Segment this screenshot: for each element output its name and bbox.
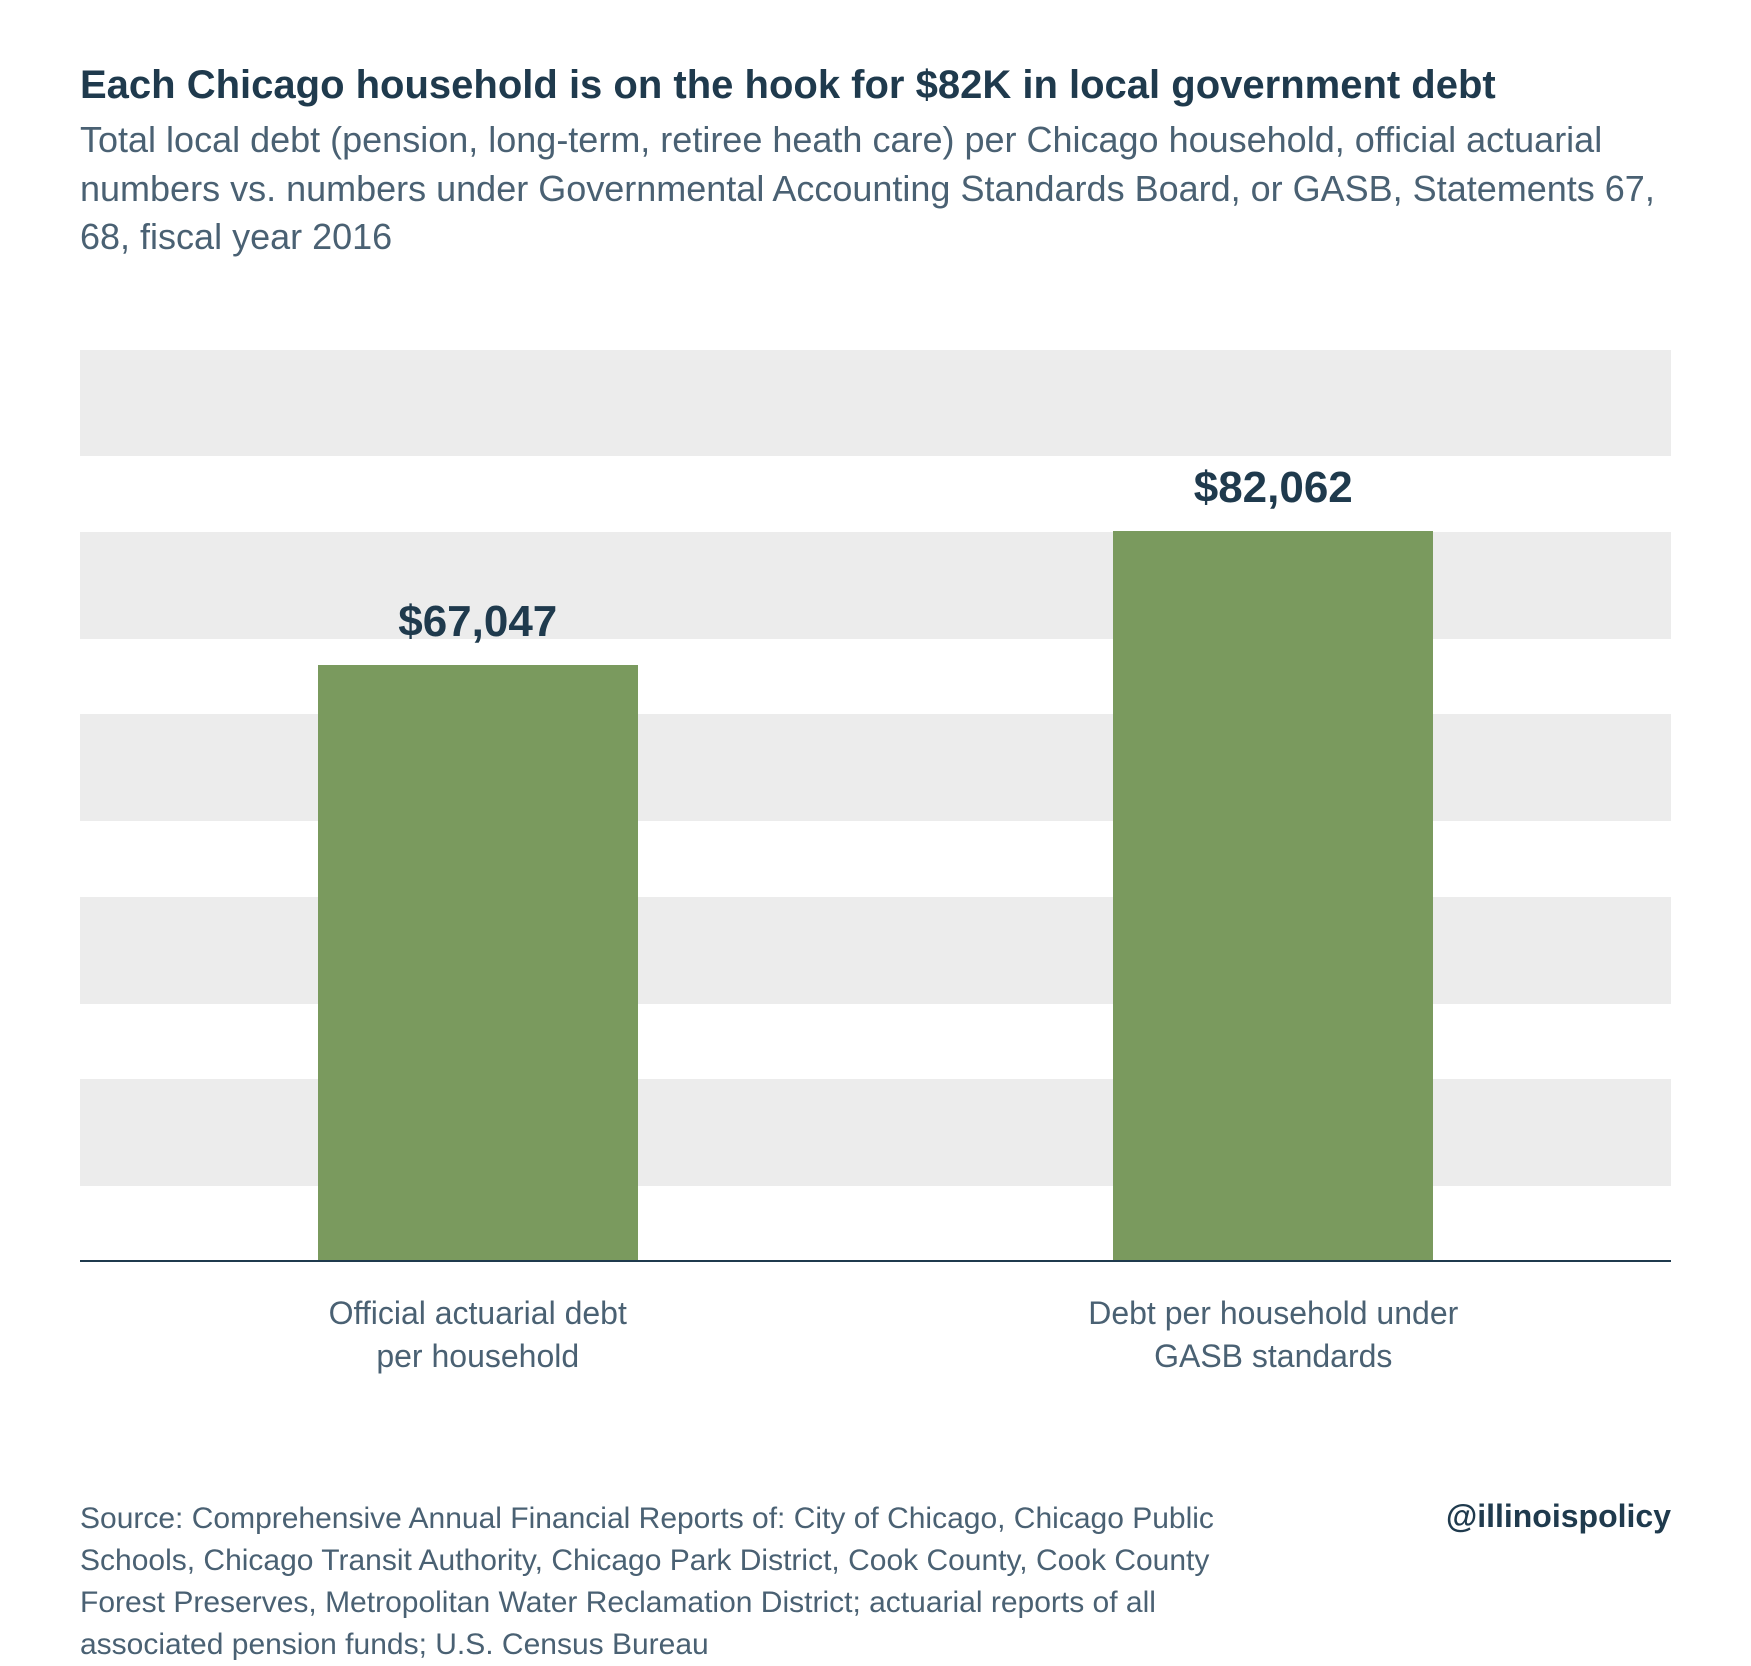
social-handle: @illinoispolicy <box>1446 1498 1671 1535</box>
x-axis-label: Debt per household underGASB standards <box>876 1292 1672 1378</box>
bars-container: $67,047 $82,062 <box>80 372 1671 1262</box>
chart-plot-area: $67,047 $82,062 <box>80 372 1671 1262</box>
footer: Source: Comprehensive Annual Financial R… <box>80 1498 1671 1666</box>
bar <box>318 665 638 1262</box>
x-axis-baseline <box>80 1260 1671 1262</box>
chart-title: Each Chicago household is on the hook fo… <box>80 60 1671 110</box>
bar-value-label: $67,047 <box>398 597 557 647</box>
x-axis-label: Official actuarial debtper household <box>80 1292 876 1378</box>
x-axis-labels: Official actuarial debtper householdDebt… <box>80 1292 1671 1378</box>
bar-group: $82,062 <box>876 463 1672 1261</box>
bar-value-label: $82,062 <box>1194 463 1353 513</box>
header: Each Chicago household is on the hook fo… <box>80 60 1671 262</box>
bar <box>1113 531 1433 1261</box>
bar-group: $67,047 <box>80 597 876 1262</box>
source-text: Source: Comprehensive Annual Financial R… <box>80 1498 1280 1666</box>
chart-subtitle: Total local debt (pension, long-term, re… <box>80 116 1671 262</box>
